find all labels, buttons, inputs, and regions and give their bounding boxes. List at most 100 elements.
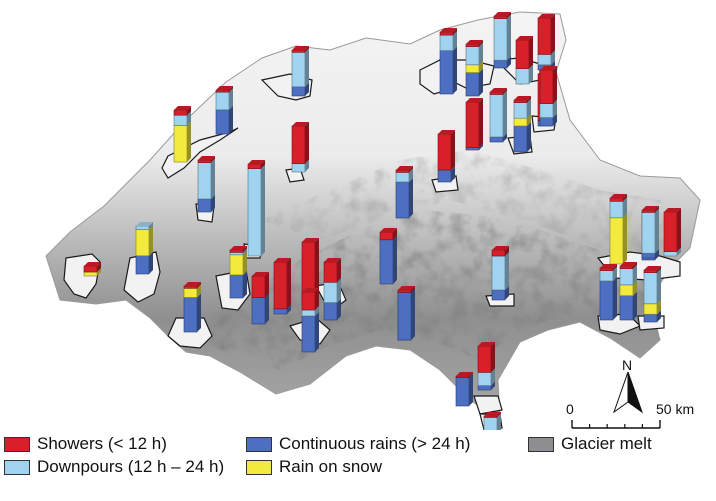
bar-segment-continuous [273, 308, 288, 315]
bar-top [292, 122, 309, 126]
catchment-ticino-2 [473, 395, 503, 415]
bar-segment-downpours [291, 51, 306, 88]
bar-zurich-5 [537, 14, 555, 71]
glacier-swatch [528, 436, 554, 452]
bar-segment-showers [539, 69, 554, 104]
bar-top [600, 264, 617, 268]
bar-segment-downpours [215, 91, 230, 111]
bar-side-continuous [315, 312, 319, 352]
highland-texture [260, 150, 690, 270]
bar-top [644, 266, 661, 270]
legend-label-continuous: Continuous rains (> 24 h) [279, 434, 471, 453]
bar-segment-showers [455, 375, 470, 378]
bar-top [492, 246, 509, 250]
bar-top [292, 46, 309, 50]
bar-jura-north [291, 46, 309, 97]
bar-side-rain_snow [623, 213, 627, 264]
bar-side-continuous [451, 166, 455, 182]
legend-item-rain-snow: Rain on snow [246, 457, 382, 477]
bar-side-downpours [149, 222, 153, 230]
bar-zurich-1 [439, 28, 457, 95]
legend-item-downpours: Downpours (12 h – 24 h) [4, 457, 224, 477]
bar-side-showers [337, 258, 341, 283]
bar-segment-showers [323, 261, 338, 283]
bar-segment-rain_snow [173, 125, 188, 163]
bar-segment-showers [439, 31, 454, 36]
bar-segment-showers [301, 291, 316, 311]
bar-top [174, 106, 191, 110]
bar-segment-rain_snow [643, 303, 658, 315]
bar-segment-rain_snow [465, 64, 480, 73]
bar-side-showers [305, 122, 309, 164]
bar-side-showers [479, 98, 483, 148]
bar-side-rain_snow [243, 250, 247, 275]
bar-top [324, 258, 341, 262]
bar-side-showers [97, 262, 101, 272]
bar-top [136, 222, 153, 226]
bar-ticino-1 [455, 372, 473, 407]
bar-top [184, 282, 201, 286]
bar-segment-showers [515, 39, 530, 69]
bar-segment-continuous [215, 109, 230, 135]
bar-top [216, 86, 233, 90]
bar-segment-downpours [643, 272, 658, 305]
bar-top [466, 40, 483, 44]
bar-segment-continuous [439, 50, 454, 95]
bar-side-downpours [305, 159, 309, 172]
bar-jura-west-1 [173, 106, 191, 163]
bar-zurich-3 [493, 12, 511, 69]
bar-segment-downpours [301, 309, 316, 317]
bar-segment-downpours [229, 252, 244, 256]
bar-side-continuous [453, 46, 457, 94]
bar-segment-showers [619, 265, 634, 270]
bar-top [302, 238, 319, 242]
bar-side-showers [469, 372, 473, 378]
bar-side-showers [551, 14, 555, 55]
bar-side-showers [507, 12, 511, 19]
bar-segment-continuous [619, 295, 634, 321]
switzerland-relief-map: N 0 50 km [45, 11, 701, 430]
bar-top [490, 88, 507, 92]
bar-segment-showers [437, 133, 452, 171]
bar-segment-rain_snow [183, 287, 198, 298]
bar-top [380, 228, 397, 232]
catchment-jura-west-1 [161, 127, 239, 179]
bar-segment-downpours [247, 168, 262, 257]
bar-jura-west-2 [215, 86, 233, 135]
bar-vaud-1 [135, 222, 153, 275]
bar-side-showers [305, 46, 309, 53]
bar-segment-showers [477, 345, 492, 373]
bar-segment-continuous [291, 86, 306, 97]
bar-segment-showers [493, 15, 508, 19]
bar-segment-downpours [663, 251, 678, 257]
bar-segment-showers [641, 209, 656, 213]
bar-graubuenden-3 [663, 208, 681, 257]
bar-segment-showers [513, 99, 528, 103]
bar-side-showers [411, 286, 415, 293]
bar-side-downpours [315, 306, 319, 316]
bar-segment-downpours [465, 46, 480, 66]
bar-side-continuous [507, 56, 511, 68]
bar-top [514, 96, 531, 100]
bar-top [248, 160, 265, 164]
bar-segment-showers [483, 415, 498, 418]
bar-side-rain_snow [197, 284, 201, 298]
bar-side-rain_snow [479, 60, 483, 73]
bar-graubuenden-1 [609, 194, 627, 265]
bar-side-showers [211, 156, 215, 163]
bar-segment-showers [215, 89, 230, 93]
scale-end-label: 50 km [656, 401, 694, 417]
bar-segment-showers [663, 211, 678, 252]
bar-side-showers [243, 246, 247, 253]
bar-side-rain_snow [527, 114, 531, 126]
bar-segment-showers [247, 163, 262, 169]
bar-side-showers [497, 412, 501, 418]
bar-segment-continuous [513, 125, 528, 153]
bar-side-continuous [149, 251, 153, 274]
bar-segment-downpours [135, 225, 150, 230]
bar-central-alps-2 [395, 166, 413, 219]
bar-side-rain_snow [187, 121, 191, 162]
bar-side-showers [527, 96, 531, 103]
bar-side-showers [503, 88, 507, 95]
bar-engadin-1 [599, 264, 617, 321]
